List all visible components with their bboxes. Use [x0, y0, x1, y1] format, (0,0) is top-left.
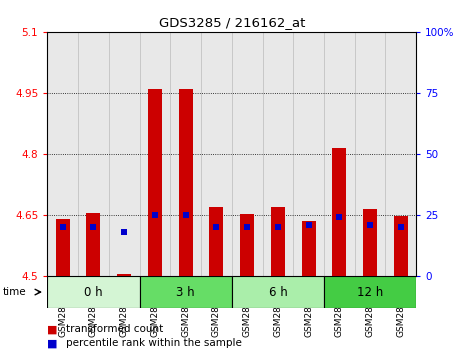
Bar	[333, 148, 346, 276]
Text: 3 h: 3 h	[176, 286, 195, 298]
Bar	[201, 32, 232, 276]
Bar	[355, 32, 385, 276]
Text: percentile rank within the sample: percentile rank within the sample	[66, 338, 242, 348]
Text: time: time	[2, 287, 26, 297]
Bar	[263, 32, 293, 276]
Title: GDS3285 / 216162_at: GDS3285 / 216162_at	[158, 16, 305, 29]
Bar	[117, 274, 131, 276]
Bar	[148, 89, 162, 276]
Text: 12 h: 12 h	[357, 286, 383, 298]
Bar	[324, 276, 416, 308]
Bar	[394, 216, 408, 276]
Bar	[271, 207, 285, 276]
Bar	[232, 276, 324, 308]
Bar	[385, 32, 416, 276]
Bar	[363, 209, 377, 276]
Text: ■: ■	[47, 338, 58, 348]
Bar	[109, 32, 140, 276]
Text: 0 h: 0 h	[84, 286, 103, 298]
Bar	[240, 214, 254, 276]
Bar	[232, 32, 263, 276]
Bar	[293, 32, 324, 276]
Bar	[47, 276, 140, 308]
Bar	[56, 219, 70, 276]
Bar	[78, 32, 109, 276]
Bar	[140, 276, 232, 308]
Text: ■: ■	[47, 324, 58, 334]
Bar	[87, 213, 100, 276]
Bar	[210, 207, 223, 276]
Text: transformed count: transformed count	[66, 324, 164, 334]
Bar	[324, 32, 355, 276]
Bar	[140, 32, 170, 276]
Bar	[47, 32, 78, 276]
Bar	[302, 221, 315, 276]
Bar	[170, 32, 201, 276]
Bar	[179, 89, 193, 276]
Text: 6 h: 6 h	[269, 286, 287, 298]
